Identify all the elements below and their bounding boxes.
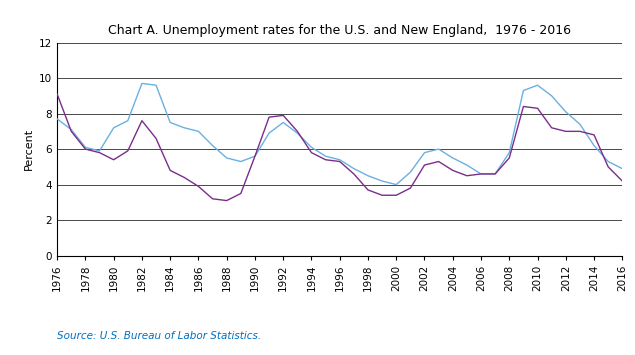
Title: Chart A. Unemployment rates for the U.S. and New England,  1976 - 2016: Chart A. Unemployment rates for the U.S.… bbox=[108, 24, 572, 37]
Y-axis label: Percent: Percent bbox=[23, 128, 34, 170]
Text: Source: U.S. Bureau of Labor Statistics.: Source: U.S. Bureau of Labor Statistics. bbox=[57, 331, 261, 341]
